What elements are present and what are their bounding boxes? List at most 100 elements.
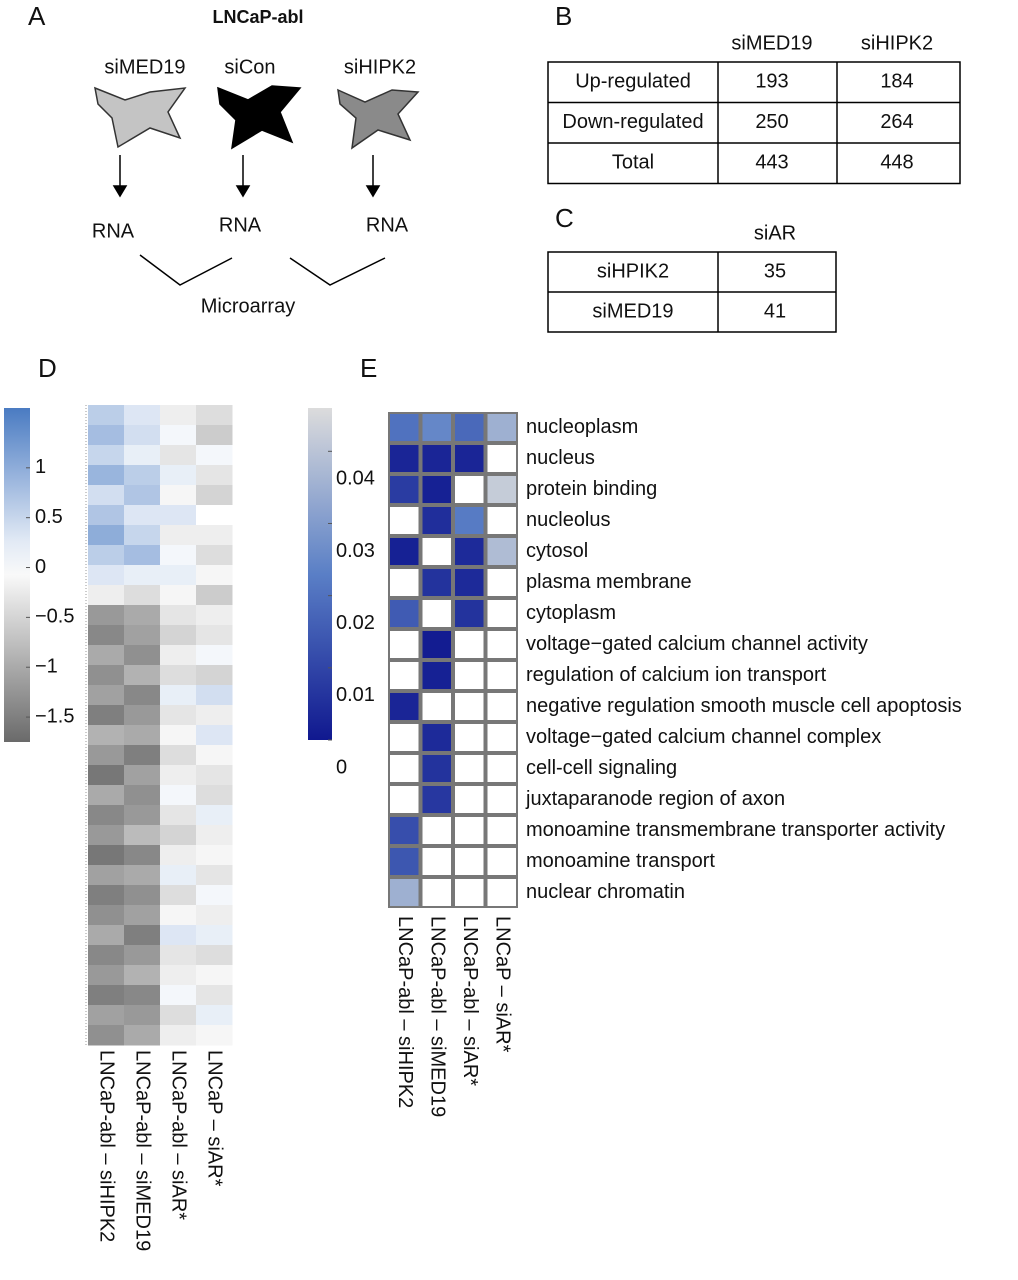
heatmap-cell: [124, 425, 161, 446]
row-label: nucleoplasm: [526, 416, 638, 438]
output-label: RNA: [366, 214, 409, 236]
row-label: nucleolus: [526, 509, 611, 531]
heatmap-cell: [196, 525, 233, 546]
heatmap-cell: [487, 755, 516, 782]
cell-value: 443: [755, 152, 788, 174]
heatmap-cell: [160, 1005, 197, 1026]
heatmap-cell: [196, 485, 233, 506]
heatmap-cell: [390, 755, 419, 782]
heatmap-cell: [487, 848, 516, 875]
arrows: [112, 155, 386, 286]
heatmap-cell: [390, 414, 419, 441]
heatmap-cell: [88, 585, 125, 606]
heatmap-cell: [196, 545, 233, 566]
heatmap-cell: [390, 631, 419, 658]
heatmap-cell: [88, 705, 125, 726]
colorbar-tick-label: 1: [35, 456, 46, 478]
row-label: siHPIK2: [597, 260, 669, 282]
heatmap-cell: [88, 685, 125, 706]
heatmap-cell: [88, 405, 125, 426]
cell-value: 184: [880, 71, 913, 93]
column-header: siMED19: [731, 32, 812, 54]
heatmap-cell: [196, 645, 233, 666]
heatmap-cell: [390, 786, 419, 813]
row-label: negative regulation smooth muscle cell a…: [526, 695, 962, 717]
panel-label: D: [38, 353, 57, 383]
heatmap-cell: [88, 525, 125, 546]
heatmap-cell: [124, 785, 161, 806]
heatmap-cell: [422, 786, 451, 813]
cell-value: 41: [764, 300, 786, 322]
heatmap-cell: [422, 724, 451, 751]
heatmap-cell: [88, 505, 125, 526]
heatmap-cell: [390, 476, 419, 503]
heatmap-cell: [124, 565, 161, 586]
column-label: LNCaP-abl – siMED19: [426, 916, 448, 1117]
heatmap-cell: [124, 885, 161, 906]
column-header: siHIPK2: [861, 32, 933, 54]
heatmap-cell: [160, 585, 197, 606]
heatmap-cell: [196, 505, 233, 526]
heatmap-cell: [196, 445, 233, 466]
heatmap-cell: [160, 905, 197, 926]
heatmap-cell: [160, 725, 197, 746]
column-label: LNCaP – siAR*: [491, 916, 513, 1053]
heatmap-cell: [124, 525, 161, 546]
column-label: LNCaP-abl – siMED19: [132, 1050, 154, 1251]
heatmap-cell: [88, 865, 125, 886]
heatmap-cell: [196, 825, 233, 846]
heatmap-cell: [88, 445, 125, 466]
heatmap-cell: [88, 665, 125, 686]
heatmap-cell: [124, 725, 161, 746]
heatmap-cell: [88, 745, 125, 766]
row-label: regulation of calcium ion transport: [526, 664, 827, 686]
heatmap-cell: [487, 724, 516, 751]
heatmap-cell: [487, 569, 516, 596]
column-label: LNCaP-abl – siHIPK2: [96, 1050, 118, 1242]
heatmap-cell: [88, 965, 125, 986]
heatmap-cell: [124, 965, 161, 986]
cell-icon: [337, 88, 420, 150]
heatmap-cell: [88, 885, 125, 906]
heatmap-cell: [124, 485, 161, 506]
heatmap-cell: [455, 786, 484, 813]
heatmap-cell: [124, 685, 161, 706]
heatmap-cell: [124, 505, 161, 526]
cell-value: 448: [880, 152, 913, 174]
heatmap-cell: [196, 685, 233, 706]
heatmap-cell: [455, 662, 484, 689]
heatmap-cell: [88, 725, 125, 746]
heatmap-cell: [124, 585, 161, 606]
cell-icon: [217, 85, 302, 150]
condition-label: siHIPK2: [344, 56, 416, 78]
heatmap-cell: [124, 745, 161, 766]
panel-label: C: [555, 203, 574, 233]
heatmap-cell: [160, 765, 197, 786]
heatmap-cell: [196, 805, 233, 826]
output-label: RNA: [219, 214, 262, 236]
heatmap-cell: [196, 565, 233, 586]
heatmap-cell: [422, 414, 451, 441]
heatmap-cell: [124, 925, 161, 946]
heatmap-cell: [88, 645, 125, 666]
heatmap-cell: [88, 805, 125, 826]
heatmap-cell: [390, 569, 419, 596]
cell-value: 35: [764, 260, 786, 282]
heatmap-cell: [455, 879, 484, 906]
colorbar-tick-label: −1: [35, 656, 58, 678]
heatmap-cell: [124, 765, 161, 786]
row-label: monoamine transport: [526, 850, 715, 872]
heatmap-cell: [487, 476, 516, 503]
heatmap-cell: [455, 569, 484, 596]
heatmap-cell: [88, 545, 125, 566]
heatmap-cell: [124, 945, 161, 966]
row-label: cytoplasm: [526, 602, 616, 624]
heatmap-cell: [390, 662, 419, 689]
column-label: LNCaP – siAR*: [204, 1050, 226, 1187]
heatmap-cell: [196, 745, 233, 766]
colorbar: [4, 408, 30, 742]
heatmap-cell: [160, 425, 197, 446]
heatmap-cell: [196, 425, 233, 446]
